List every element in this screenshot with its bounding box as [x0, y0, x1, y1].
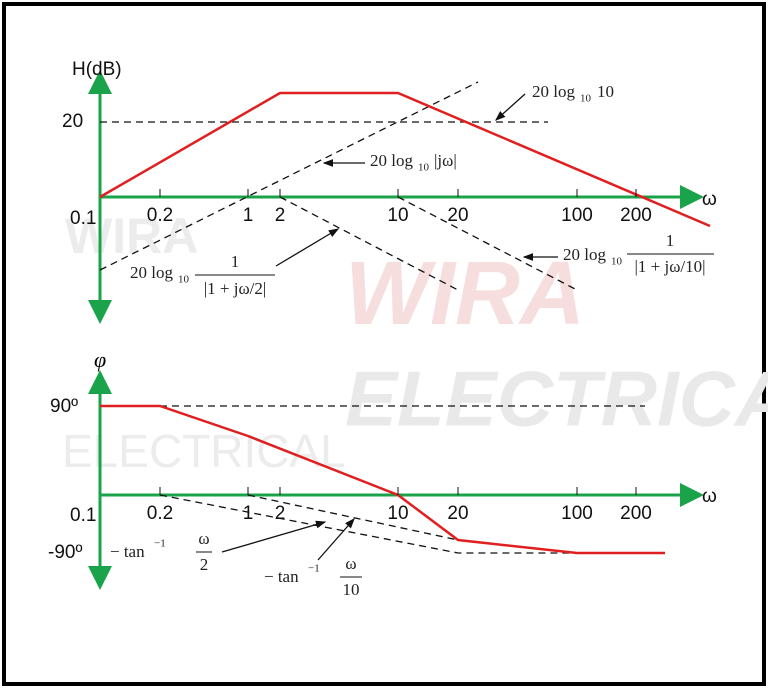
origin-label: 0.1 — [70, 208, 96, 229]
y-tick-label: 20 — [62, 111, 83, 132]
arrow — [275, 228, 340, 267]
watermark-subtitle: ELECTRICAL — [345, 355, 768, 443]
annotation-sub: 10 — [178, 274, 190, 286]
y-tick-label: 90º — [50, 396, 78, 417]
y-tick-label: -90º — [48, 542, 82, 563]
annotation-sup: −1 — [154, 538, 166, 550]
annotation: 20 log — [130, 263, 173, 282]
x-tick-label: 2 — [275, 205, 286, 226]
asymptote — [99, 81, 479, 271]
x-tick-label: 100 — [561, 205, 593, 226]
x-axis-label: ω — [702, 189, 717, 210]
annotation: 2 — [200, 555, 209, 574]
x-tick-label: 20 — [447, 205, 468, 226]
arrow — [317, 518, 355, 561]
annotation: |1 + jω/10| — [634, 257, 705, 276]
x-tick-label: 2 — [275, 503, 286, 524]
watermark-brand: WIRA — [65, 208, 198, 264]
y-axis-label: φ — [94, 347, 106, 372]
annotation: 1 — [666, 231, 675, 250]
phase-plot: φ 90º -90º ω 0.1 0.2 1 2 10 20 100 200 − tan −… — [48, 347, 717, 599]
x-axis-label: ω — [702, 486, 717, 507]
watermark-brand: WIRA — [345, 244, 585, 344]
arrow — [221, 520, 327, 553]
x-tick-label: 100 — [561, 503, 593, 524]
annotation: 10 — [597, 82, 614, 101]
asymptote — [397, 196, 578, 291]
annotation-sup: −1 — [308, 563, 320, 575]
x-tick-label: 0.2 — [147, 503, 173, 524]
x-tick-label: 1 — [243, 503, 254, 524]
annotation: 20 log — [370, 151, 413, 170]
annotation: 1 — [231, 252, 240, 271]
annotation: − tan — [110, 542, 145, 561]
annotation: 20 log — [563, 245, 606, 264]
annotation-sub: 10 — [611, 256, 623, 268]
x-tick-label: 1 — [243, 205, 254, 226]
arrow — [495, 93, 526, 121]
annotation: |jω| — [434, 151, 457, 170]
x-tick-label: 200 — [620, 503, 652, 524]
annotation: − tan — [264, 567, 299, 586]
x-tick-label: 10 — [387, 503, 408, 524]
x-tick-label: 10 — [387, 205, 408, 226]
y-axis-label: H(dB) — [72, 59, 122, 80]
annotation: 10 — [343, 580, 360, 599]
annotation-sub: 10 — [418, 162, 430, 174]
x-tick-label: 0.2 — [147, 205, 173, 226]
annotation: 20 log — [532, 82, 575, 101]
watermark: WIRA ELECTRICAL WIRA ELECTRICAL — [62, 208, 768, 477]
asymptote — [279, 196, 459, 291]
x-tick-label: 20 — [447, 503, 468, 524]
annotation: ω — [345, 554, 356, 573]
annotation-sub: 10 — [580, 93, 592, 105]
watermark-subtitle: ELECTRICAL — [62, 425, 346, 477]
annotation: |1 + jω/2| — [204, 279, 267, 298]
x-tick-label: 200 — [620, 205, 652, 226]
asymptote — [159, 494, 577, 554]
origin-label: 0.1 — [70, 505, 96, 526]
magnitude-plot: H(dB) 20 ω 0.1 0.2 1 2 10 20 100 200 20 log 10… — [62, 59, 717, 324]
annotation: ω — [198, 529, 209, 548]
bode-magnitude — [99, 91, 711, 228]
